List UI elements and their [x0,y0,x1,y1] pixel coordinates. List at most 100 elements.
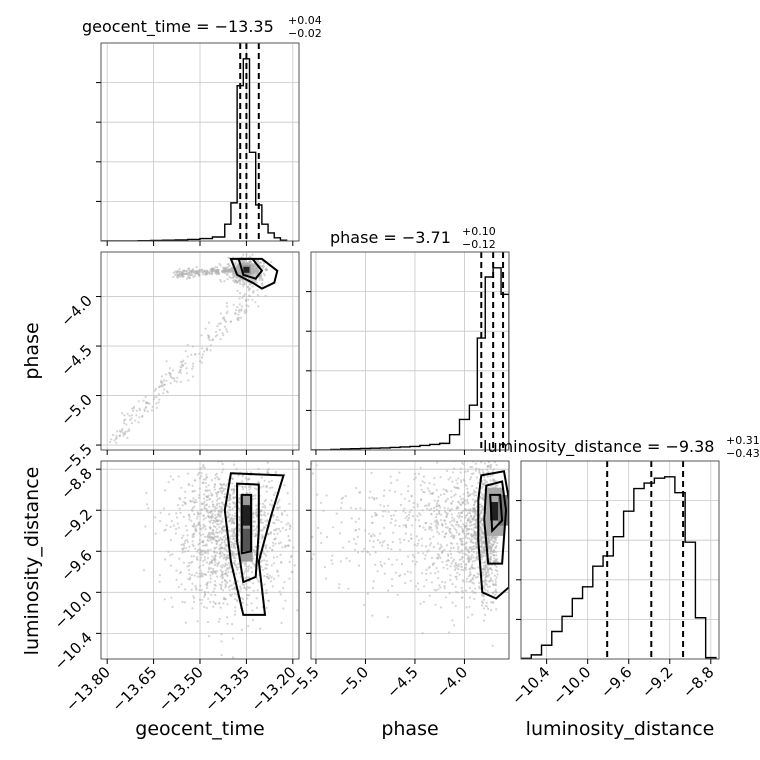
panel-r2c0-point [188,573,191,576]
panel-r2c1-point [488,541,492,544]
panel-r2c1-point [437,557,440,560]
panel-r2c0-point [216,476,219,479]
panel-r2c1-point [460,503,463,506]
panel-r2c0-point [220,633,223,636]
panel-r2c0-point [198,467,202,470]
panel-r2c0-point [230,594,233,598]
panel-r2c0-point [215,518,218,522]
panel-r2c1-point [489,458,491,460]
panel-r2c1-point [370,515,374,518]
panel-r2c1-point [489,466,492,469]
panel-r2c1-point [429,492,432,495]
panel-r2c1-point [467,554,470,557]
panel-r1c0-point [257,260,260,263]
panel-r2c1-contour-0 [477,470,509,600]
panel-r2c0-point [263,416,265,418]
panel-r2c0-point [224,583,227,586]
panel-r2c1-point [481,469,484,472]
panel-r2c1-point [450,490,453,493]
panel-r2c0-point [283,484,286,487]
panel-r1c0-point [191,365,195,368]
panel-r2c0-point [193,505,196,508]
panel-r1c0-point [154,387,158,391]
panel-r2c1-point [403,497,406,500]
panel-r2c1-point [452,546,455,550]
xlabel-phase: phase [381,718,438,740]
panel-r2c0-point [203,558,207,561]
panel-r2c1-point [368,553,372,556]
panel-r2c1-point [482,573,485,577]
panel-r2c0-point [250,602,253,605]
panel-r2c1-point [489,577,493,580]
panel-r1c0-point [256,250,258,252]
panel-r1c0-point [227,256,230,259]
panel-r2c0-point [180,543,183,546]
panel-r2c1-point [447,553,450,556]
panel-r2c1-point [468,558,471,562]
panel-r2c0-point [224,455,226,457]
panel-r2c1-point [448,527,452,530]
panel-r2c1-point [485,468,488,471]
panel-r2c1-point [429,537,432,541]
panel-r1c0-point [238,297,241,300]
panel-r2c0-point [248,565,251,568]
panel-r2c1-point [416,503,419,506]
panel-r2c0-point [229,494,232,497]
panel-r2c1-point [435,567,438,570]
panel-r2c1-point [383,562,386,565]
panel-r2c0-point [220,506,223,509]
panel-r2c0-point [267,512,270,515]
panel-r2c1-point [474,542,477,545]
panel-r2c1-point [380,565,384,568]
panel-r2c0-point [266,471,269,474]
panel-r2c0-point [232,488,235,491]
panel-r1c0-point [242,285,245,288]
panel-r2c0-point [216,536,219,539]
panel-r2c0-point [221,490,224,493]
panel-r2c0-point [259,510,262,513]
panel-r2c0-point [213,486,216,489]
panel-r2c0-point [182,500,185,503]
panel-r2c1-point [421,480,424,483]
panel-r2c1-point [463,499,466,502]
panel-r2c0-point [228,508,231,511]
panel-r1c0-point [176,376,179,379]
panel-r2c0-point [234,517,237,521]
panel-r2c0-point [230,552,233,555]
panel-r1c0-point [249,261,252,264]
panel-r2c1-point [485,601,488,604]
panel-r2c1-point [439,493,443,496]
panel-r2c1-point [423,557,426,560]
panel-r2c1-point [400,563,404,566]
panel-r2c0-point [247,477,250,480]
panel-r2c0-point [261,568,264,572]
panel-r2c0-point [234,557,237,560]
panel-r2c0-point [185,529,189,532]
panel-r2c1-point [472,551,475,554]
xtick-label-luminosity-distance-0: −10.4 [508,663,553,708]
panel-r2c0-contour-1 [236,482,260,584]
panel-r2c1-point [444,522,447,525]
panel-r2c1-point [472,453,474,455]
panel-r2c1-point [376,539,380,542]
panel-r1c0-point [262,265,265,268]
panel-r2c1-point [428,544,431,547]
panel-r2c1-point [496,535,499,538]
panel-r2c0-point [267,577,270,580]
panel-r1c0-point [150,409,154,412]
panel-r2c1-point [391,584,394,588]
panel-r2c1-point [446,567,449,570]
panel-r2c1-point [443,548,446,552]
panel-r2c0-point [171,553,174,556]
panel-r2c1-point [382,494,385,497]
panel-r1c0-point [209,349,212,352]
panel-r2c0-point [210,560,214,563]
panel-r2c0-point [177,526,180,529]
panel-r1c0-point [191,375,195,378]
panel-r1c0-point [244,298,247,301]
panel-r1c0-point [251,272,255,275]
panel-r2c1-point [494,593,497,597]
panel-r2c1-point [406,519,409,522]
panel-r2c1-point [483,586,486,590]
panel-r2c0-point [255,446,257,448]
